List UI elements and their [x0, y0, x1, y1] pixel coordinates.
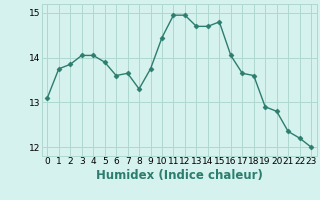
X-axis label: Humidex (Indice chaleur): Humidex (Indice chaleur) — [96, 169, 263, 182]
